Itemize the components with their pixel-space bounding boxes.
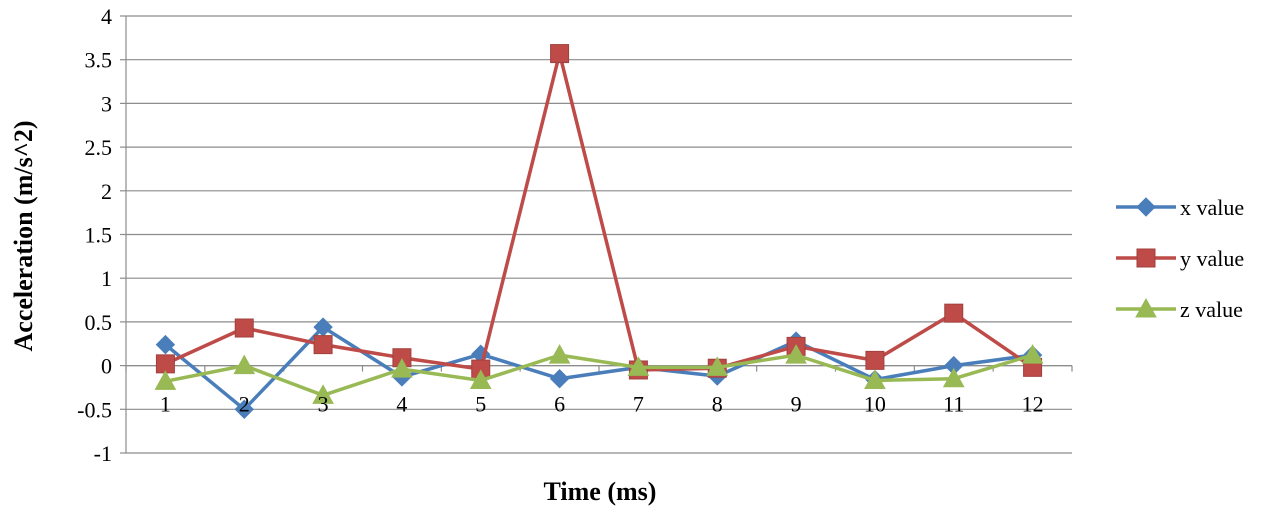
legend-marker-z-value (1135, 297, 1157, 318)
data-point-z-value (785, 344, 807, 364)
y-tick-label: 0.5 (85, 310, 113, 335)
x-tick-label: 4 (396, 392, 407, 417)
x-tick-labels: 1 2 3 4 5 6 7 8 9 10 11 12 (160, 392, 1044, 417)
y-tick-label: 3 (101, 91, 112, 116)
data-point-z-value (233, 354, 256, 375)
y-tick-labels: -1 -0.5 0 0.5 1 1.5 2 2.5 3 3.5 4 (77, 4, 112, 466)
legend-item-z-value: z value (1116, 297, 1243, 322)
legend-item-y-value: y value (1116, 246, 1244, 271)
data-point-y-value (313, 335, 333, 355)
x-tick-label: 3 (318, 392, 329, 417)
data-point-x-value (234, 399, 254, 420)
y-tick-label: 1 (101, 266, 112, 291)
legend-marker-x-value (1136, 197, 1156, 217)
data-point-y-value (944, 303, 964, 323)
y-tick-label: 3.5 (85, 48, 113, 73)
legend-item-x-value: x value (1116, 195, 1244, 220)
y-tick-label: 2 (101, 179, 112, 204)
data-point-z-value (391, 358, 413, 378)
data-point-z-value (864, 369, 886, 389)
x-tick-label: 7 (633, 392, 644, 417)
y-tick-label: 4 (101, 4, 112, 29)
x-tick-label: 12 (1022, 392, 1044, 417)
data-point-z-value (154, 370, 177, 390)
legend: x value y value z value (1116, 195, 1244, 322)
series-z-value (154, 344, 1044, 404)
series-line-z-value (165, 353, 1034, 398)
series-line-y-value (164, 51, 1034, 372)
x-tick-label: 11 (943, 392, 964, 417)
data-series (154, 44, 1044, 420)
data-point-z-value (706, 356, 729, 376)
legend-label-z-value: z value (1180, 297, 1243, 322)
data-point-z-value (1021, 344, 1044, 364)
y-tick-label: 1.5 (85, 223, 113, 248)
data-point-y-value (865, 350, 885, 370)
data-point-x-value (549, 369, 570, 389)
data-point-y-value (550, 44, 570, 64)
data-point-z-value (627, 356, 650, 376)
y-tick-label: 2.5 (85, 135, 113, 160)
x-tick-label: 10 (864, 392, 886, 417)
y-tick-label: -0.5 (77, 397, 112, 422)
x-tick-label: 8 (712, 392, 723, 417)
series-y-value (155, 44, 1043, 380)
axes (120, 15, 1073, 454)
y-tick-label: 0 (101, 354, 112, 379)
data-point-z-value (548, 344, 571, 364)
data-point-z-value (469, 369, 492, 389)
data-point-x-value (155, 334, 176, 355)
y-axis-title: Acceleration (m/s^2) (9, 121, 38, 352)
y-tick-label: -1 (94, 441, 112, 466)
legend-label-x-value: x value (1180, 195, 1244, 220)
data-point-y-value (155, 354, 175, 374)
x-tick-label: 6 (554, 392, 565, 417)
x-tick-label: 1 (160, 392, 171, 417)
data-point-z-value (942, 367, 965, 388)
legend-marker-y-value (1136, 248, 1156, 268)
x-tick-label: 2 (239, 392, 250, 417)
data-point-z-value (312, 384, 334, 404)
data-point-y-value (234, 318, 254, 338)
legend-label-y-value: y value (1180, 246, 1244, 271)
x-tick-label: 9 (791, 392, 802, 417)
x-axis-title: Time (ms) (544, 477, 657, 506)
x-tick-label: 5 (475, 392, 486, 417)
gridlines (126, 15, 1072, 454)
